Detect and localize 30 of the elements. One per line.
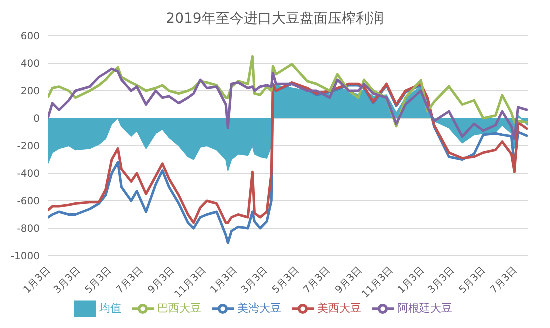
x-tick-label: 11月3日 (173, 265, 209, 301)
x-tick-label: 7月3日 (114, 265, 146, 296)
legend-label: 美湾大豆 (238, 302, 282, 316)
x-tick-label: 11月3日 (360, 265, 396, 301)
x-tick-label: 5月3日 (270, 265, 302, 296)
legend-label: 巴西大豆 (158, 302, 202, 316)
y-tick-label: -200 (17, 142, 40, 153)
x-tick-label: 3月3日 (426, 265, 458, 296)
x-tick-label: 5月3日 (83, 265, 114, 296)
x-tick-label: 1月3日 (22, 265, 53, 296)
y-tick-label: -600 (17, 196, 40, 208)
x-tick-label: 7月3日 (302, 265, 333, 296)
legend-label: 均值 (100, 302, 122, 316)
x-tick-label: 1月3日 (208, 265, 240, 296)
legend-label: 阿根廷大豆 (398, 302, 452, 316)
x-tick-label: 5月3日 (458, 265, 488, 296)
y-tick-label: -800 (17, 224, 40, 236)
y-tick-label: 400 (20, 59, 40, 70)
legend-label: 美西大豆 (318, 302, 362, 316)
y-tick-label: 0 (34, 114, 40, 126)
y-tick-label: -1000 (10, 252, 40, 263)
line-series (48, 68, 528, 140)
x-tick-label: 7月3日 (488, 265, 520, 296)
y-tick-label: -400 (17, 169, 40, 180)
y-tick-label: 600 (20, 32, 40, 43)
x-tick-label: 1月3日 (396, 265, 428, 296)
x-tick-label: 3月3日 (240, 265, 270, 296)
chart-title: 2019年至今进口大豆盘面压榨利润 (165, 10, 385, 29)
y-tick-label: 200 (20, 86, 40, 98)
x-tick-label: 3月3日 (52, 265, 84, 296)
